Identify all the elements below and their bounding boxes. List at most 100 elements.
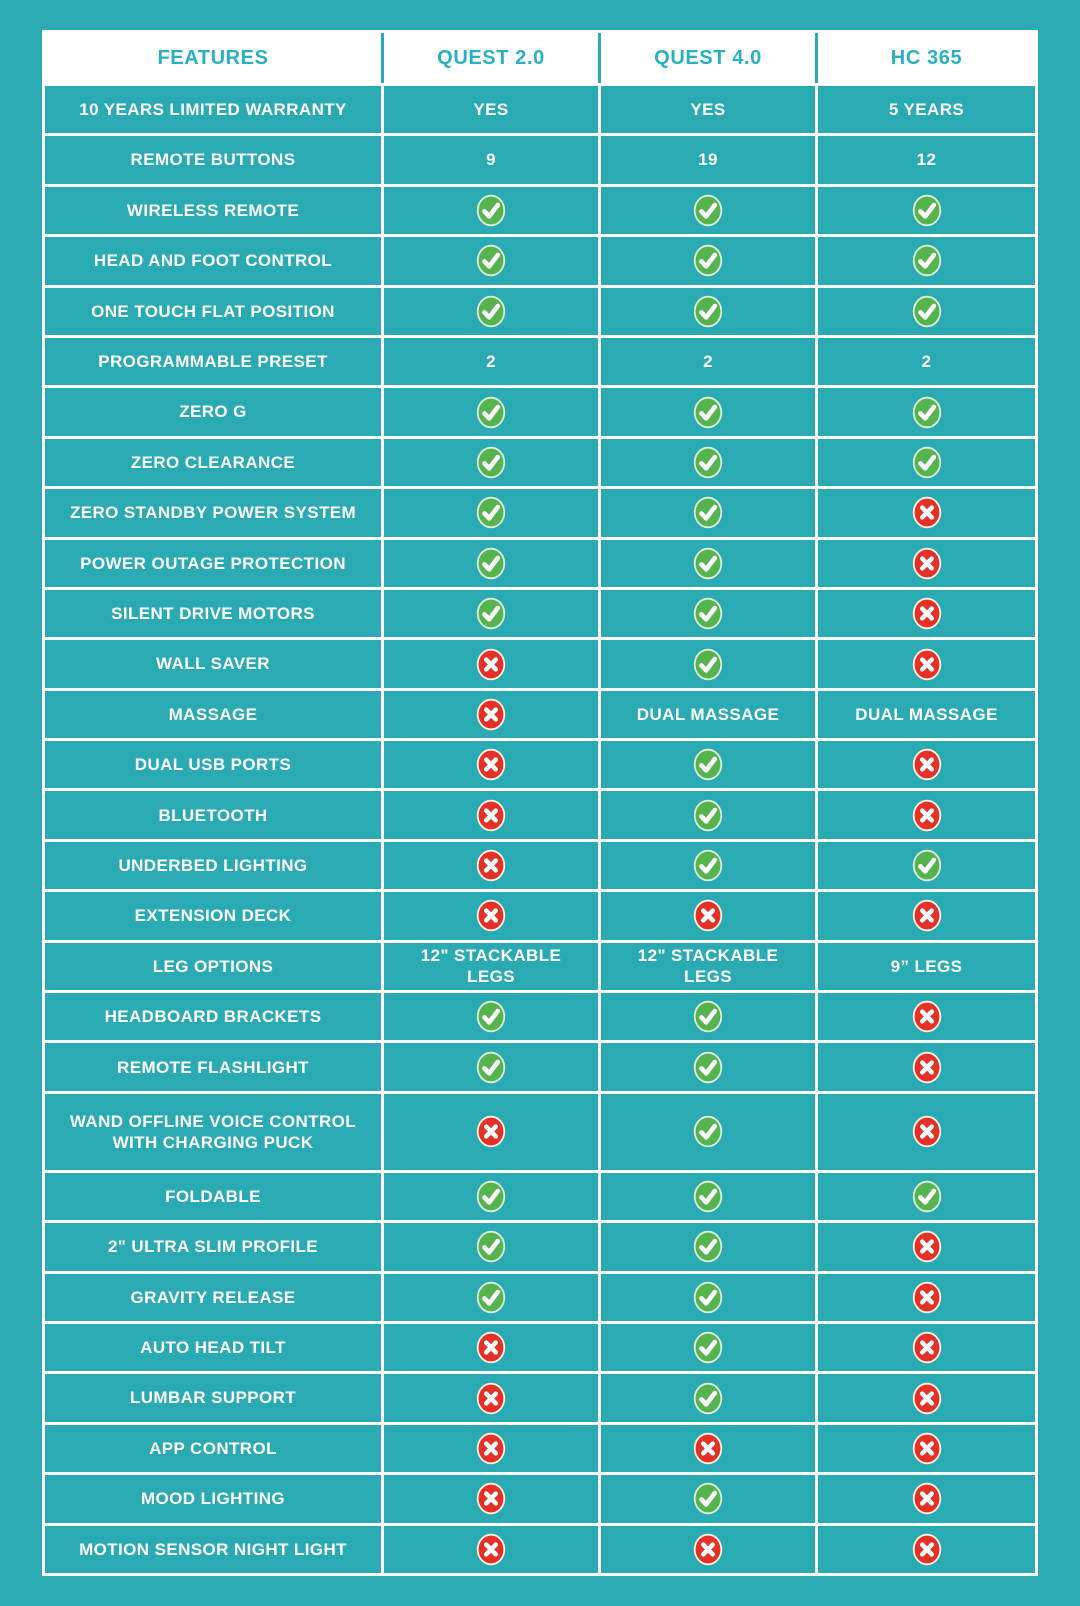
value-cell xyxy=(601,186,815,235)
value-cell xyxy=(384,1223,598,1271)
feature-cell: MOOD LIGHTING xyxy=(45,1475,381,1523)
value-cell xyxy=(384,1475,598,1523)
value-cell xyxy=(818,1475,1035,1523)
value-cell: YES xyxy=(384,86,598,134)
value-cell: 19 xyxy=(601,136,815,184)
check-icon xyxy=(693,1180,723,1213)
value-cell xyxy=(384,892,598,940)
feature-cell: BLUETOOTH xyxy=(45,791,381,839)
feature-label: LEG OPTIONS xyxy=(152,956,274,976)
value-cell xyxy=(384,841,598,890)
value-cell: 2 xyxy=(818,337,1035,386)
cross-icon xyxy=(476,799,506,831)
value-cell xyxy=(818,1093,1035,1170)
feature-cell: ZERO CLEARANCE xyxy=(45,438,381,487)
value-text: 9 xyxy=(486,150,496,170)
value-cell xyxy=(601,489,815,537)
value-cell xyxy=(818,1525,1035,1573)
value-cell xyxy=(601,1424,815,1473)
check-icon xyxy=(476,1051,506,1083)
feature-label: MOOD LIGHTING xyxy=(140,1489,286,1509)
feature-label: REMOTE BUTTONS xyxy=(130,150,296,170)
value-cell: 12" STACKABLE LEGS xyxy=(601,942,815,991)
check-icon xyxy=(476,497,506,529)
value-text: 12" STACKABLE LEGS xyxy=(420,946,562,987)
feature-label: WAND OFFLINE VOICE CONTROL WITH CHARGING… xyxy=(69,1111,357,1152)
feature-label: DUAL USB PORTS xyxy=(134,755,292,775)
value-cell: 2 xyxy=(601,337,815,386)
value-cell xyxy=(818,1172,1035,1221)
cross-icon xyxy=(912,1116,941,1148)
value-cell xyxy=(384,589,598,638)
value-cell xyxy=(384,1043,598,1091)
value-cell xyxy=(384,237,598,285)
feature-label: REMOTE FLASHLIGHT xyxy=(117,1057,309,1077)
feature-label: ZERO G xyxy=(179,402,247,422)
feature-label: AUTO HEAD TILT xyxy=(140,1338,286,1358)
cross-icon xyxy=(476,1533,506,1565)
value-cell xyxy=(818,791,1035,839)
value-cell: 9 xyxy=(384,136,598,184)
value-cell: 12 xyxy=(818,136,1035,184)
feature-cell: UNDERBED LIGHTING xyxy=(45,841,381,890)
cross-icon xyxy=(912,597,941,630)
value-cell xyxy=(384,690,598,739)
feature-label: SILENT DRIVE MOTORS xyxy=(111,603,315,623)
cross-icon xyxy=(912,648,941,680)
value-cell xyxy=(818,438,1035,487)
check-icon xyxy=(693,749,723,781)
value-cell xyxy=(601,1324,815,1372)
comparison-table: FEATURES QUEST 2.0 QUEST 4.0 HC 365 10 Y… xyxy=(42,30,1038,1576)
value-cell xyxy=(384,1424,598,1473)
check-icon xyxy=(693,1332,723,1364)
check-icon xyxy=(912,446,941,479)
feature-cell: 10 YEARS LIMITED WARRANTY xyxy=(45,86,381,134)
check-icon xyxy=(693,849,723,882)
check-icon xyxy=(693,1231,723,1263)
value-cell xyxy=(818,1424,1035,1473)
value-cell xyxy=(818,640,1035,688)
check-icon xyxy=(912,396,941,428)
feature-cell: HEAD AND FOOT CONTROL xyxy=(45,237,381,285)
feature-label: BLUETOOTH xyxy=(158,805,268,825)
check-icon xyxy=(476,396,506,428)
value-cell xyxy=(384,640,598,688)
feature-label: WALL SAVER xyxy=(156,654,270,674)
check-icon xyxy=(693,1281,723,1314)
check-icon xyxy=(912,849,941,882)
value-text: DUAL MASSAGE xyxy=(636,704,780,724)
check-icon xyxy=(693,1382,723,1414)
value-cell: 2 xyxy=(384,337,598,386)
value-cell xyxy=(601,237,815,285)
value-cell xyxy=(601,1172,815,1221)
cross-icon xyxy=(912,900,941,932)
check-icon xyxy=(476,1001,506,1033)
check-icon xyxy=(693,497,723,529)
cross-icon xyxy=(912,1001,941,1033)
column-header-quest-4-0: QUEST 4.0 xyxy=(601,33,815,83)
value-cell xyxy=(818,186,1035,235)
cross-icon xyxy=(912,1382,941,1414)
value-cell xyxy=(818,539,1035,587)
check-icon xyxy=(693,295,723,327)
value-cell xyxy=(601,1475,815,1523)
value-cell xyxy=(384,791,598,839)
value-cell xyxy=(384,1324,598,1372)
feature-cell: EXTENSION DECK xyxy=(45,892,381,940)
value-cell: DUAL MASSAGE xyxy=(818,690,1035,739)
value-cell: YES xyxy=(601,86,815,134)
cross-icon xyxy=(693,1432,723,1465)
value-cell xyxy=(601,791,815,839)
feature-label: 2" ULTRA SLIM PROFILE xyxy=(107,1237,319,1257)
feature-label: MOTION SENSOR NIGHT LIGHT xyxy=(79,1539,347,1559)
feature-cell: HEADBOARD BRACKETS xyxy=(45,993,381,1041)
value-cell xyxy=(384,1374,598,1422)
cross-icon xyxy=(912,1051,941,1083)
check-icon xyxy=(476,1281,506,1314)
value-cell xyxy=(601,1223,815,1271)
check-icon xyxy=(693,648,723,680)
feature-cell: MOTION SENSOR NIGHT LIGHT xyxy=(45,1525,381,1573)
cross-icon xyxy=(693,900,723,932)
check-icon xyxy=(476,547,506,579)
